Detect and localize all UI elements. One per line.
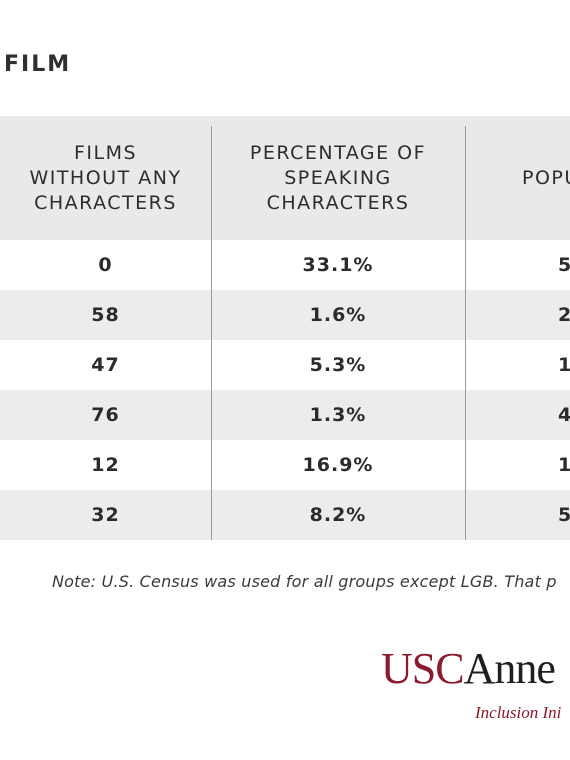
cell-films-without: 76	[91, 404, 120, 426]
column-divider	[465, 126, 466, 540]
cell-films-without: 12	[91, 454, 120, 476]
cell-population: 4	[558, 404, 570, 426]
cell-population: 1	[558, 354, 570, 376]
header-percentage-speaking-characters: PERCENTAGE OF SPEAKING CHARACTERS	[249, 141, 427, 214]
usc-annenberg-logo: USCAnne	[381, 644, 556, 694]
table-row: 76 1.3% 4	[0, 390, 570, 440]
table-row: 58 1.6% 2	[0, 290, 570, 340]
cell-percentage: 16.9%	[302, 454, 374, 476]
cell-films-without: 0	[98, 254, 113, 276]
cell-population: 2	[558, 304, 570, 326]
header-population: POPU	[522, 166, 570, 189]
cell-percentage: 1.6%	[309, 304, 367, 326]
logo-annenberg: Anne	[463, 644, 556, 693]
cell-percentage: 5.3%	[309, 354, 367, 376]
cell-percentage: 33.1%	[302, 254, 374, 276]
header-films-without-characters: FILMS WITHOUT ANY CHARACTERS	[29, 141, 182, 214]
cell-population: 1	[558, 454, 570, 476]
table-row: 12 16.9% 1	[0, 440, 570, 490]
logo-usc: USC	[381, 644, 465, 693]
logo-tagline: Inclusion Ini	[475, 703, 562, 722]
cell-population: 5	[558, 254, 570, 276]
column-divider	[211, 126, 212, 540]
cell-population: 5	[558, 504, 570, 526]
table-header-row: FILMS WITHOUT ANY CHARACTERS PERCENTAGE …	[0, 116, 570, 240]
table-row: 47 5.3% 1	[0, 340, 570, 390]
cell-percentage: 8.2%	[309, 504, 367, 526]
table-title: FILM	[4, 52, 72, 77]
table-row: 32 8.2% 5	[0, 490, 570, 540]
cell-percentage: 1.3%	[309, 404, 367, 426]
table-row: 0 33.1% 5	[0, 240, 570, 290]
data-table: FILMS WITHOUT ANY CHARACTERS PERCENTAGE …	[0, 116, 570, 549]
cell-films-without: 58	[91, 304, 120, 326]
cell-films-without: 47	[91, 354, 120, 376]
footnote: Note: U.S. Census was used for all group…	[52, 572, 557, 591]
cell-films-without: 32	[91, 504, 120, 526]
